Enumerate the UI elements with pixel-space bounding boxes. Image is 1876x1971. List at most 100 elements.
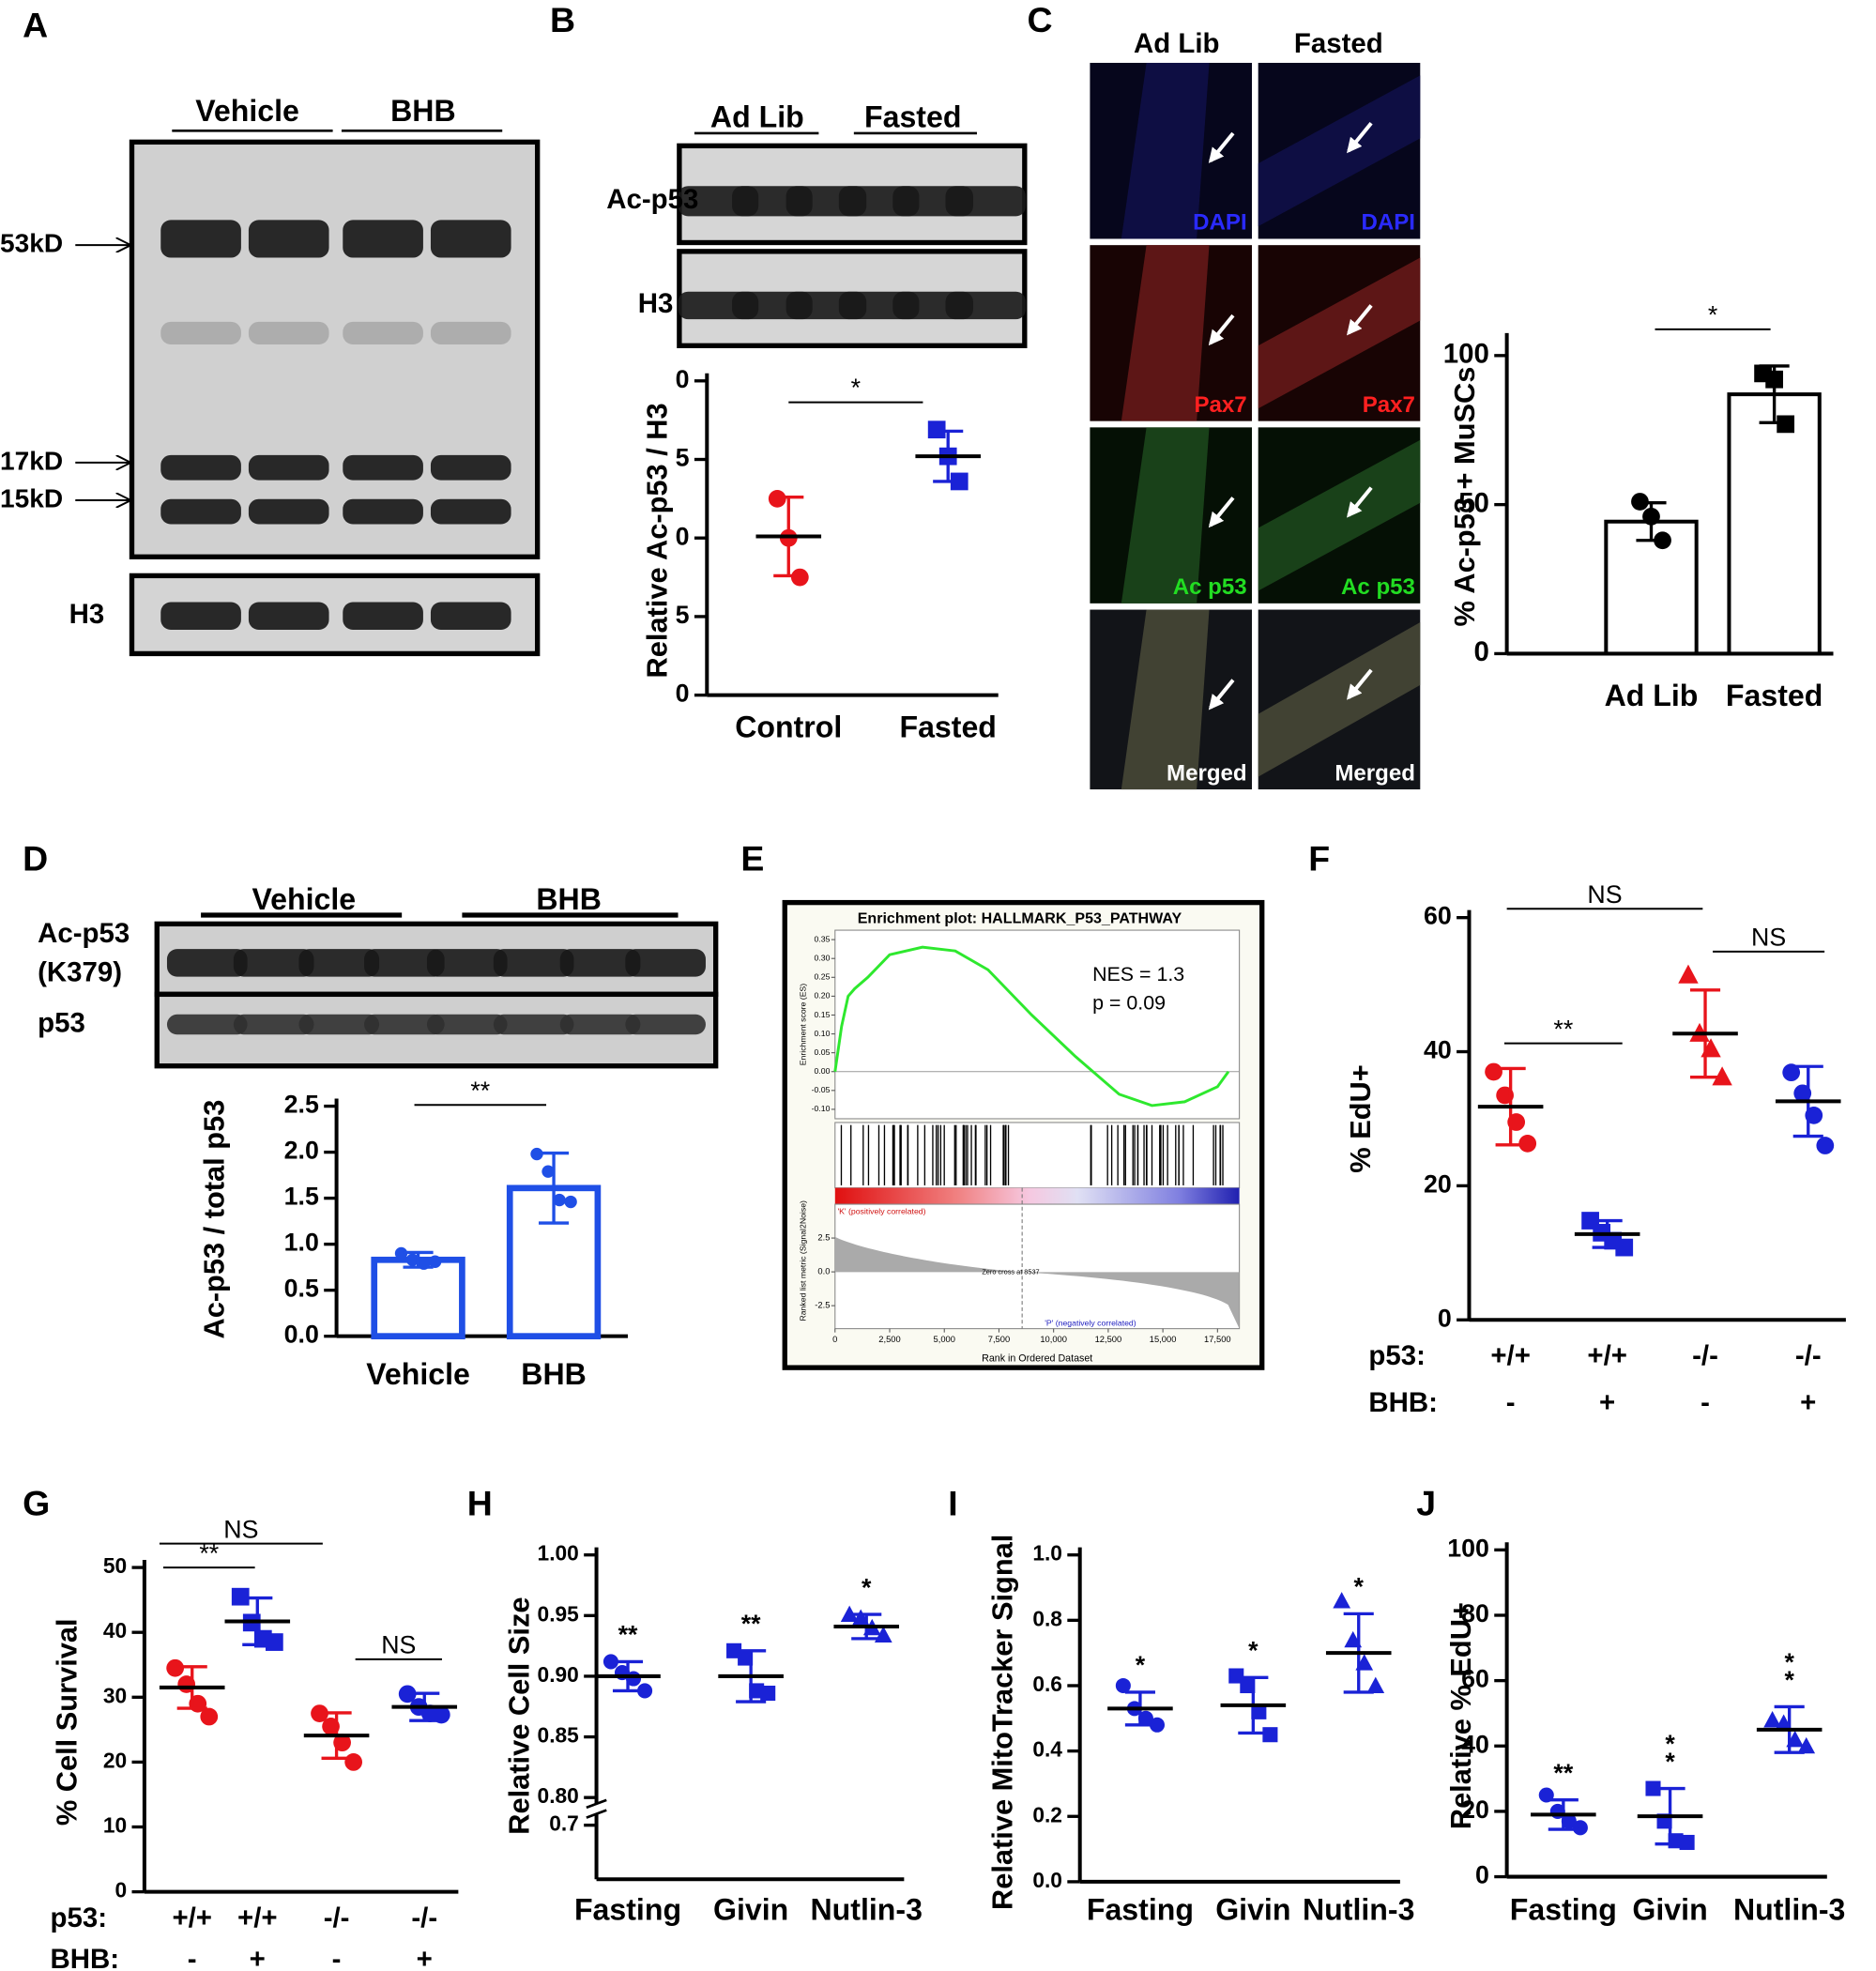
panel-letter: I [948,1483,957,1522]
arrow [1346,486,1373,518]
point [738,1650,754,1666]
y-tick-label: 5 [676,444,690,472]
y-tick-label: -0.05 [812,1085,831,1094]
significance: NS [1587,880,1622,909]
y-tick-label: 40 [1461,1730,1489,1758]
y-tick-label: 50 [103,1553,127,1578]
y-tick-label: 0 [1438,1304,1452,1332]
annotation: p = 0.09 [1092,992,1166,1015]
blot-band [160,220,241,258]
x-tick-label: 0 [832,1335,837,1344]
significance: ** [199,1539,219,1567]
group-label: Vehicle [195,94,299,128]
muscle-fiber [1121,245,1210,421]
y-tick-label: 0.25 [815,972,831,982]
blot-band [426,949,508,977]
row-label: p53: [1368,1340,1426,1371]
point [1572,1820,1588,1836]
significance: ** [1553,1015,1573,1043]
blot-band [248,454,329,481]
metric-tick-label: -2.5 [815,1301,830,1310]
blot-band [343,321,423,344]
y-axis-label: % Ac-p53 + MuSCs [1448,367,1481,627]
blot-band [248,602,329,630]
blot-band [430,321,511,344]
blot-band [166,1014,248,1035]
point [265,1633,283,1651]
x-tick-label: Control [735,710,842,743]
significance: * [1708,301,1717,329]
blot-band [248,321,329,344]
point [1782,1063,1801,1082]
channel-label: Ac p53 [1341,574,1415,600]
point [1333,1592,1351,1609]
y-tick-label: 0.10 [815,1029,831,1038]
row-label: BHB: [51,1944,120,1971]
marker-label: 53kD [0,229,63,258]
group-label: BHB [390,94,456,128]
blot-band [493,1014,574,1035]
x-tick-label: Fasting [574,1893,681,1927]
y-tick-label: 0 [676,522,690,550]
blot-band [430,220,511,258]
column-label: Ad Lib [1134,28,1220,59]
arrow [1208,679,1235,710]
x-tick-label: Ad Lib [1605,679,1699,712]
point [602,1654,618,1670]
y-axis-label: Relative % EdU+ [1444,1602,1477,1829]
y-axis-label: % EdU+ [1344,1064,1377,1172]
annotation: 'P' (negatively correlated) [1045,1319,1136,1328]
y-tick-label: 100 [1447,1534,1489,1562]
blot-band [160,321,241,344]
x-tick-label: +/+ [1490,1340,1531,1371]
y-tick-label: 1.5 [284,1183,319,1211]
point [394,1246,408,1261]
point [1679,1834,1695,1851]
x-tick-label: -/- [1692,1340,1718,1371]
point [1615,1238,1634,1257]
group-label: Fasted [864,100,961,134]
y-tick-label: 0 [676,365,690,393]
muscle-fiber [1258,621,1421,777]
x-tick-label: Fasted [899,710,996,743]
point [428,1255,442,1268]
channel-label: Pax7 [1194,392,1246,418]
point [1240,1677,1256,1694]
x-tick-label: 15,000 [1150,1335,1177,1344]
blot-band [430,454,511,481]
point [564,1195,577,1209]
y-axis-label: Relative Ac-p53 / H3 [641,403,674,678]
y-axis-label: Enrichment score (ES) [799,984,808,1066]
channel-label: Merged [1335,760,1415,786]
y-tick-label: 40 [103,1618,127,1642]
annotation: 'K' (positively correlated) [837,1206,925,1215]
axis-break [586,1809,607,1819]
row-label: Ac-p53 [38,918,130,949]
panel-letter: H [467,1483,493,1522]
point [231,1587,250,1606]
point [1485,1062,1502,1081]
x-tick-label: Nutlin-3 [1733,1893,1845,1927]
point [1763,1711,1781,1728]
y-tick-label: 0 [676,680,690,708]
point [1816,1137,1835,1154]
row-label: p53: [51,1902,108,1933]
y-tick-label: 0.4 [1032,1737,1062,1762]
point [1262,1727,1278,1743]
muscle-fiber [1258,75,1421,227]
group-label: Ad Lib [710,100,804,134]
y-tick-label: 60 [1461,1665,1489,1693]
y-tick-label: 20 [103,1748,127,1772]
x-tick-label: Fasting [1087,1893,1194,1927]
y-tick-label: 0 [1474,636,1489,667]
channel-label: DAPI [1361,210,1415,236]
annotation: Zero cross at 8537 [982,1267,1039,1276]
y-tick-label: 10 [103,1813,127,1838]
y-tick-label: 0.6 [1032,1672,1062,1696]
panel-letter: C [1027,0,1052,39]
point [1115,1677,1131,1694]
point [1366,1676,1385,1694]
x-tick-label: + [417,1944,433,1971]
x-tick-label: -/- [411,1902,437,1933]
x-tick-label: +/+ [1587,1340,1627,1371]
